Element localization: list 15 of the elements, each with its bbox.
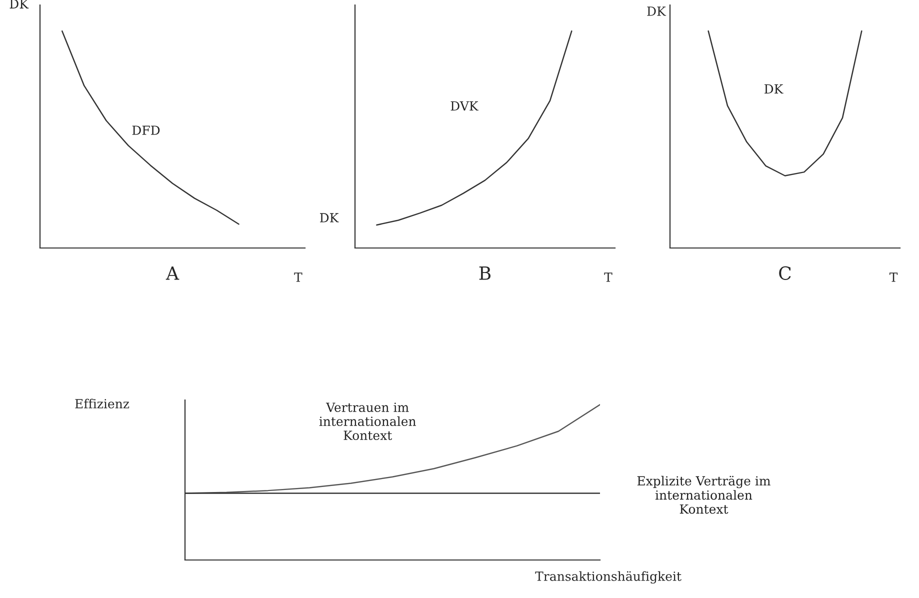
- y-axis-title: DK: [320, 213, 339, 222]
- series-label: DFD: [132, 126, 160, 135]
- text: C: [779, 266, 791, 280]
- x-axis-title: Transaktionshäufigkeit: [535, 571, 682, 584]
- text: Explizite Verträge im internationalen Kontext: [637, 476, 770, 514]
- y-axis-title: DK: [647, 6, 666, 16]
- text: Vertrauen im internationalen Kontext: [319, 402, 416, 440]
- text: DVK: [450, 101, 478, 111]
- y-axis-title: Effizienz: [75, 398, 130, 408]
- text: B: [479, 266, 491, 280]
- text: A: [166, 266, 180, 280]
- x-axis-title: T: [889, 272, 898, 282]
- x-axis-title: T: [604, 272, 612, 282]
- text: DK: [764, 84, 784, 94]
- x-axis-title: T: [294, 272, 302, 282]
